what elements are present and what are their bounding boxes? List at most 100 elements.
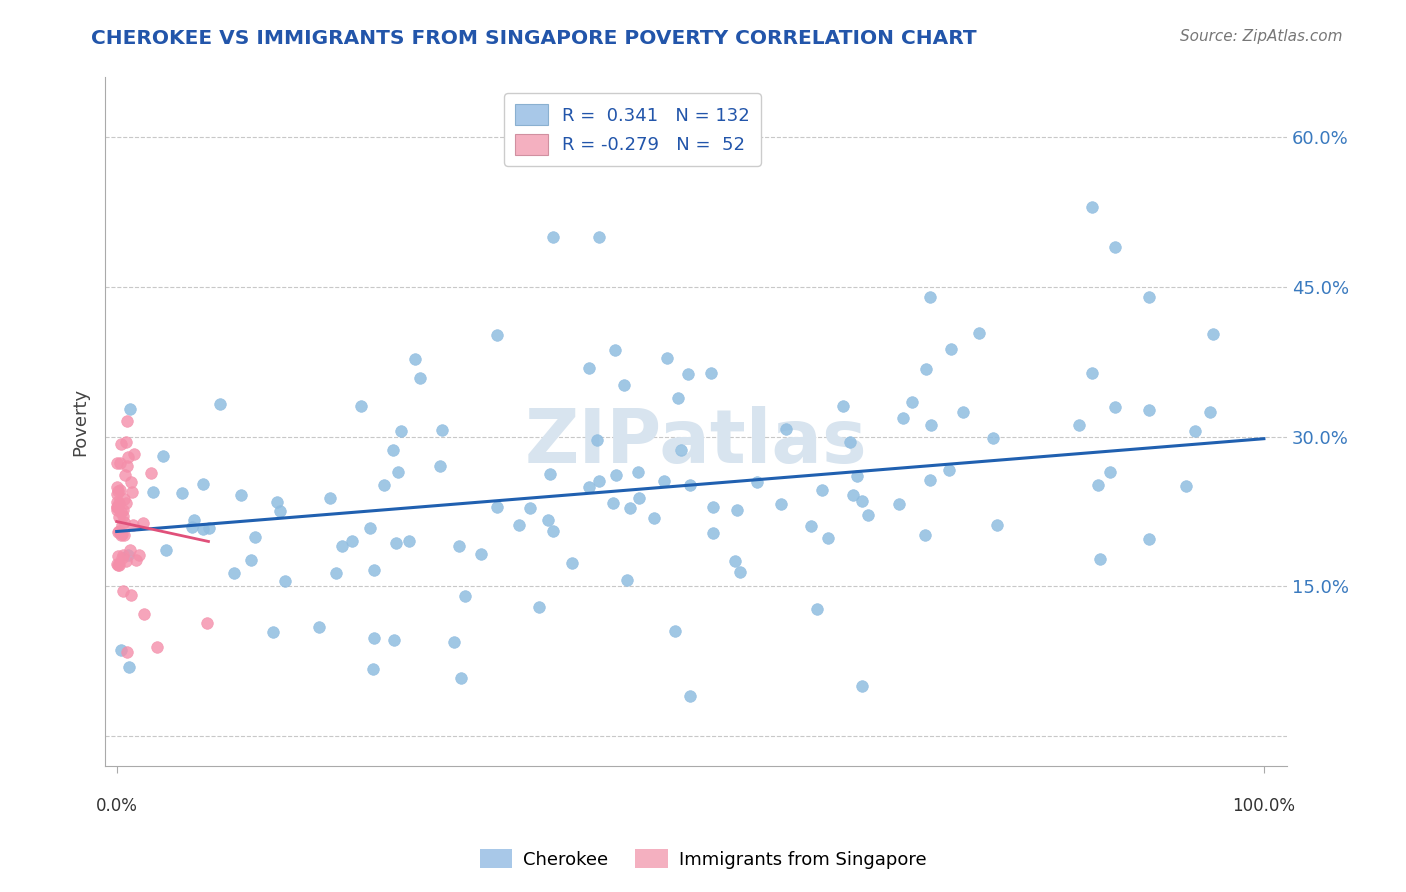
Point [111, 548, 134, 562]
Point [856, 508, 879, 523]
Text: 0.0%: 0.0% [96, 797, 138, 814]
Point [243, 530, 266, 544]
Point [222, 566, 245, 581]
Point [114, 554, 136, 568]
Point [901, 395, 924, 409]
Point [122, 518, 145, 533]
Point [851, 679, 873, 693]
Point [429, 458, 451, 473]
Point [108, 483, 131, 497]
Point [745, 475, 768, 489]
Point [443, 635, 465, 649]
Point [112, 491, 135, 506]
Point [627, 465, 650, 479]
Point [108, 558, 131, 572]
Point [105, 500, 128, 515]
Y-axis label: Poverty: Poverty [72, 388, 89, 456]
Point [110, 437, 132, 451]
Point [1137, 532, 1160, 546]
Point [191, 477, 214, 491]
Point [389, 425, 412, 439]
Point [382, 633, 405, 648]
Point [588, 474, 610, 488]
Point [605, 468, 627, 483]
Point [385, 536, 408, 550]
Point [139, 466, 162, 480]
Point [664, 624, 686, 638]
Point [118, 659, 141, 673]
Point [811, 483, 834, 497]
Point [387, 465, 409, 479]
Point [121, 484, 143, 499]
Point [891, 411, 914, 425]
Point [308, 620, 330, 634]
Point [112, 584, 135, 599]
Point [107, 483, 129, 498]
Point [115, 496, 138, 510]
Point [770, 497, 793, 511]
Point [183, 513, 205, 527]
Point [108, 456, 131, 470]
Point [112, 515, 135, 529]
Point [262, 624, 284, 639]
Point [105, 558, 128, 572]
Point [231, 488, 253, 502]
Point [1069, 417, 1091, 432]
Point [470, 547, 492, 561]
Point [117, 645, 139, 659]
Point [125, 552, 148, 566]
Point [181, 520, 204, 534]
Point [107, 503, 129, 517]
Point [800, 519, 823, 533]
Point [613, 377, 636, 392]
Point [887, 497, 910, 511]
Point [602, 496, 624, 510]
Point [586, 433, 609, 447]
Point [191, 522, 214, 536]
Point [115, 459, 138, 474]
Point [373, 477, 395, 491]
Point [145, 640, 167, 654]
Point [1098, 465, 1121, 479]
Point [398, 534, 420, 549]
Point [122, 447, 145, 461]
Point [134, 607, 156, 621]
Point [702, 500, 724, 514]
Point [538, 467, 561, 481]
Point [105, 500, 128, 514]
Text: ZIPatlas: ZIPatlas [524, 406, 868, 479]
Point [155, 543, 177, 558]
Point [588, 230, 610, 244]
Point [1104, 240, 1126, 254]
Point [1201, 327, 1223, 342]
Point [107, 509, 129, 524]
Point [111, 527, 134, 541]
Point [679, 689, 702, 703]
Point [728, 565, 751, 579]
Point [981, 431, 1004, 445]
Point [1104, 401, 1126, 415]
Point [1081, 366, 1104, 380]
Point [851, 493, 873, 508]
Point [541, 524, 564, 538]
Point [319, 491, 342, 505]
Point [107, 558, 129, 572]
Point [724, 554, 747, 568]
Point [1081, 200, 1104, 214]
Point [643, 511, 665, 525]
Text: CHEROKEE VS IMMIGRANTS FROM SINGAPORE POVERTY CORRELATION CHART: CHEROKEE VS IMMIGRANTS FROM SINGAPORE PO… [91, 29, 977, 47]
Point [537, 513, 560, 527]
Point [359, 521, 381, 535]
Point [198, 521, 221, 535]
Point [619, 500, 641, 515]
Point [1088, 552, 1111, 566]
Point [914, 528, 936, 542]
Point [330, 539, 353, 553]
Point [107, 496, 129, 510]
Point [952, 405, 974, 419]
Point [1137, 403, 1160, 417]
Point [152, 450, 174, 464]
Point [920, 474, 942, 488]
Point [678, 368, 700, 382]
Point [361, 662, 384, 676]
